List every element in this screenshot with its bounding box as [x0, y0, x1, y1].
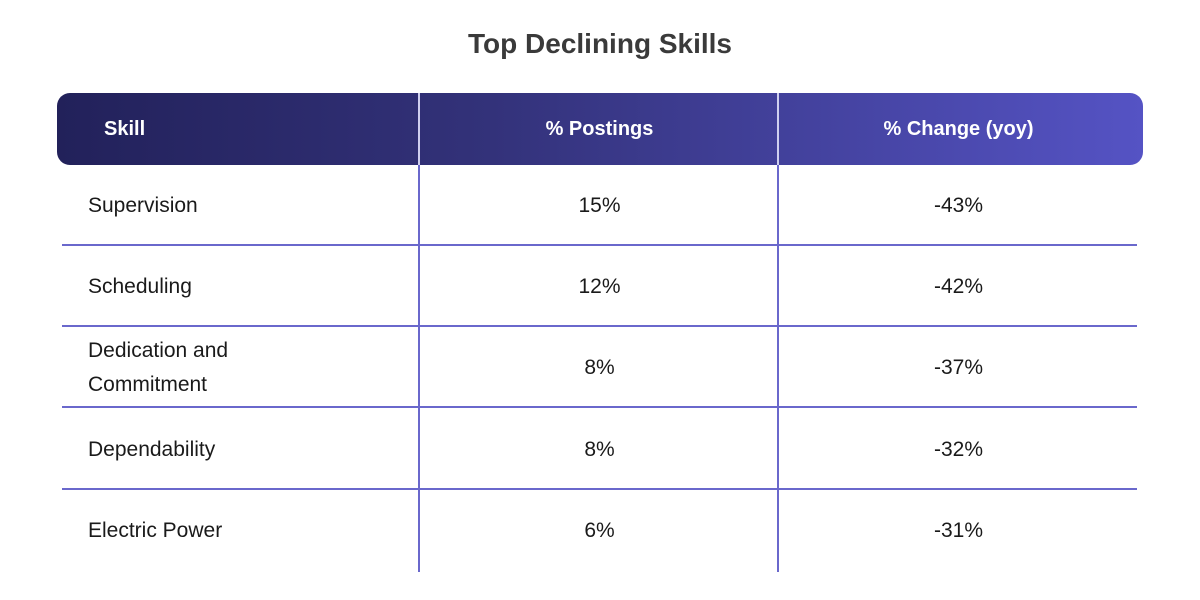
change-cell: -31%	[933, 518, 984, 542]
row-divider	[62, 406, 1137, 408]
skill-cell: Dedication and Commitment	[88, 338, 229, 396]
postings-cell: 15%	[578, 193, 621, 217]
change-cell: -37%	[933, 355, 984, 379]
column-header-change: % Change (yoy)	[883, 118, 1034, 140]
change-cell: -32%	[933, 437, 984, 461]
column-divider	[777, 93, 779, 572]
table-title: Top Declining Skills	[468, 28, 732, 59]
column-header-postings: % Postings	[545, 118, 654, 140]
postings-cell: 8%	[584, 437, 615, 461]
table-header: Skill % Postings % Change (yoy)	[57, 93, 1143, 165]
row-divider	[62, 325, 1137, 327]
skill-cell: Dependability	[88, 437, 216, 461]
postings-cell: 6%	[584, 518, 615, 542]
postings-cell: 12%	[578, 274, 621, 298]
row-divider	[62, 244, 1137, 246]
skill-cell: Supervision	[88, 193, 198, 217]
change-cell: -43%	[933, 193, 984, 217]
skill-cell: Electric Power	[88, 518, 223, 542]
postings-cell: 8%	[584, 355, 615, 379]
row-divider	[62, 488, 1137, 490]
column-divider	[418, 93, 420, 572]
skill-cell: Scheduling	[88, 274, 192, 298]
column-header-skill: Skill	[104, 118, 146, 140]
change-cell: -42%	[933, 274, 984, 298]
